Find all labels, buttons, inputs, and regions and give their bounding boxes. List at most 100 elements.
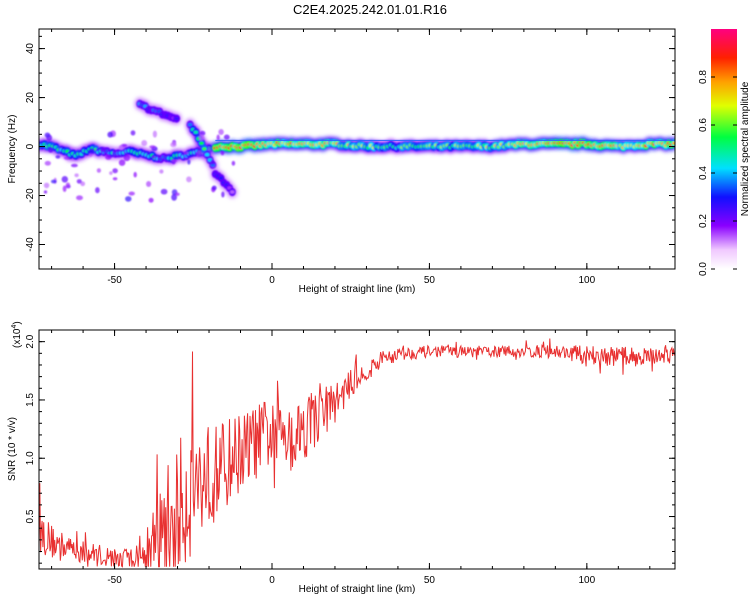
spectral-speckle (74, 173, 79, 178)
main-ridge-right (210, 136, 675, 154)
spectral-speckles (43, 129, 236, 203)
spectral-core-blob (202, 147, 207, 151)
spectral-speckle (95, 187, 100, 194)
spectral-speckle (118, 145, 124, 151)
spectral-speckle (43, 190, 48, 194)
spectral-speckle (65, 182, 71, 189)
spectrogram-xtick-label: -50 (107, 275, 122, 286)
spectrogram-ylabel: Frequency (Hz) (7, 115, 18, 184)
spectral-speckle (48, 147, 54, 153)
snr-ytick-label: 1.5 (25, 393, 36, 407)
spectral-speckle (109, 171, 113, 175)
snr-xtick-label: 0 (269, 575, 275, 586)
spectral-core-blob (193, 130, 198, 134)
colorbar-tick-label: 0.4 (698, 166, 709, 180)
spectral-speckle (43, 182, 50, 189)
spectral-speckle (183, 151, 190, 155)
spectral-core-blob (199, 141, 204, 145)
snr-frame (38, 329, 676, 570)
spectral-speckle (118, 159, 126, 166)
snr-ytick-label: 1.0 (25, 451, 36, 465)
spectral-speckle (44, 132, 51, 138)
spectral-core-blob (174, 117, 179, 121)
upper-branch (134, 97, 182, 125)
colorbar-label: Normalized spectral amplitude (740, 81, 750, 216)
snr-ytick-label: 0.5 (25, 509, 36, 523)
main-ridge-right-core (211, 138, 675, 152)
spectral-speckle (62, 185, 67, 192)
spectral-speckle (96, 168, 102, 173)
spectral-speckle (198, 134, 205, 142)
snr-series-line (39, 338, 675, 568)
spectrogram-xtick-label: 50 (424, 275, 436, 286)
spectral-core-blob (672, 141, 675, 145)
snr-ytick-label: 2.0 (25, 334, 36, 348)
spectral-speckle (44, 160, 51, 166)
spectral-speckle (170, 142, 177, 148)
spectral-core-blob (230, 190, 235, 194)
spectral-speckle (223, 134, 230, 140)
snr-scale-exp: 4 (11, 325, 18, 329)
chart-title: C2E4.2025.242.01.01.R16 (293, 2, 447, 17)
spectral-speckle (61, 176, 69, 183)
lower-branch-core (211, 170, 236, 196)
spectral-speckle (216, 134, 220, 141)
snr-xtick-label: 50 (424, 575, 436, 586)
spectrogram-ytick-label: 20 (25, 92, 36, 104)
snr-xtick-label: -50 (107, 575, 122, 586)
spectral-speckle (221, 191, 225, 198)
spectral-speckle (199, 130, 206, 136)
spectrogram-ytick-label: -20 (25, 188, 36, 203)
main-ridge-left (39, 138, 214, 165)
spectral-speckle (128, 191, 135, 196)
spectral-speckle (141, 140, 148, 147)
spectral-speckle (175, 192, 180, 196)
spectral-speckle (76, 195, 83, 201)
colorbar-tick-label: 0.2 (698, 214, 709, 228)
snr-scale-open: (x10 (12, 328, 23, 348)
spectrogram-ytick-label: -40 (25, 237, 36, 252)
spectral-speckle (130, 130, 136, 136)
spectral-speckle (210, 159, 215, 165)
spectral-speckle (88, 148, 95, 155)
spectral-speckle (187, 159, 191, 165)
spectral-speckle (231, 160, 236, 166)
spectral-speckle (218, 129, 224, 135)
spectral-speckle (70, 163, 78, 168)
colorbar-ticks: 0.0 0.2 0.4 0.6 0.8 (698, 70, 737, 276)
spectral-speckle (125, 196, 132, 202)
spectral-speckle (220, 150, 225, 156)
spectral-speckle (170, 159, 178, 163)
spectral-speckle (211, 185, 217, 191)
spectral-speckle (55, 155, 61, 159)
lower-branch (210, 168, 238, 198)
spectral-speckle (146, 180, 152, 188)
spectral-speckle (160, 188, 168, 195)
spectral-speckle (112, 177, 118, 181)
spectral-speckle (152, 130, 157, 138)
spectral-speckle (133, 171, 137, 178)
spectrogram-xtick-label: 0 (269, 275, 275, 286)
snr-ylabel: SNR (10 * v/v) (7, 417, 18, 481)
spectrogram-xtick-label: 100 (578, 275, 595, 286)
spectral-speckle (112, 168, 118, 174)
spectral-core-blob (204, 153, 210, 157)
spectral-speckle (123, 154, 131, 162)
spectral-speckle (186, 176, 192, 183)
spectral-speckle (50, 179, 57, 184)
spectrogram-panel: -50 0 50 100 -40 -20 0 20 40 Height of straight … (7, 28, 676, 295)
spectral-speckle (196, 150, 202, 158)
spectral-speckle (63, 156, 70, 160)
snr-scale-note: (x104) (11, 321, 23, 348)
spectral-speckle (105, 154, 112, 160)
spectrogram-xlabel: Height of straight line (km) (299, 284, 416, 295)
spectrogram-frame (38, 28, 676, 270)
spectral-core-blob (210, 163, 215, 167)
colorbar-gradient (711, 29, 737, 269)
snr-xtick-label: 100 (578, 575, 595, 586)
spectral-speckle (107, 131, 114, 138)
spectral-speckle (159, 169, 164, 174)
snr-line-area (39, 338, 675, 568)
spectral-core-blob (218, 176, 224, 180)
